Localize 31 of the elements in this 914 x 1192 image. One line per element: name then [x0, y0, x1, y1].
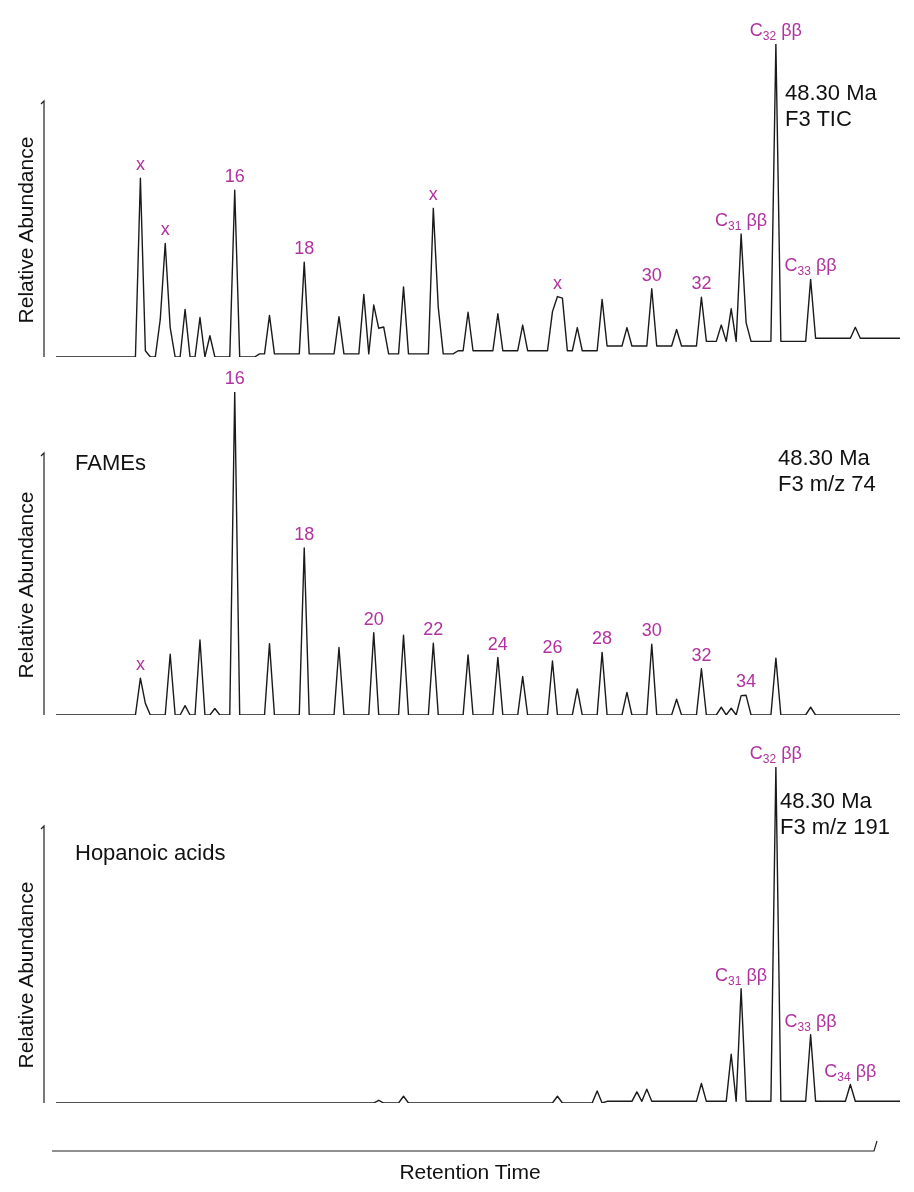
- annotation: x: [160, 219, 170, 240]
- annotation: 22: [423, 619, 444, 640]
- x-axis-title: Retention Time: [399, 1160, 541, 1184]
- annotation: 16: [224, 166, 245, 187]
- text: F3 TIC: [785, 106, 852, 131]
- annotation: 16: [224, 368, 245, 388]
- text: 48.30 Ma: [778, 445, 870, 470]
- annotation: 18: [294, 238, 315, 259]
- text: F3 m/z 74: [778, 471, 876, 496]
- text: 48.30 Ma: [780, 788, 872, 813]
- annotation: x: [552, 272, 562, 293]
- annotation: x: [135, 154, 145, 175]
- annotation: 18: [294, 524, 315, 545]
- y-axis-title: Relative Abundance: [14, 491, 38, 679]
- annotation: 26: [542, 637, 563, 658]
- annotation: 24: [487, 633, 508, 654]
- y-axis-title: Relative Abundance: [14, 136, 38, 324]
- text: F3 m/z 191: [780, 814, 891, 839]
- annotation: 30: [641, 264, 662, 285]
- annotation: 28: [592, 628, 613, 649]
- annotation: Hopanoic acids: [75, 840, 226, 866]
- annotation: 30: [641, 620, 662, 641]
- y-axis-title: Relative Abundance: [14, 881, 38, 1069]
- annotation: x: [428, 184, 438, 205]
- annotation: 32: [691, 644, 712, 665]
- annotation: 32: [691, 273, 712, 294]
- annotation: FAMEs: [75, 450, 146, 476]
- text: 48.30 Ma: [785, 80, 877, 105]
- annotation: x: [135, 654, 145, 675]
- annotation: 34: [736, 671, 757, 692]
- annotation: 20: [363, 608, 384, 629]
